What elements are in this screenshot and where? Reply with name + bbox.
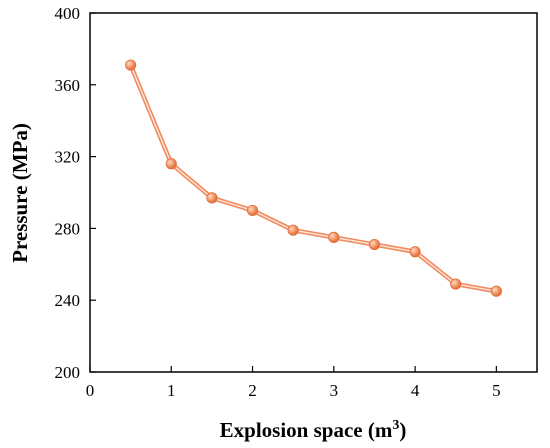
x-tick-label: 3 bbox=[330, 381, 339, 400]
y-tick-label: 240 bbox=[55, 291, 81, 310]
data-point bbox=[246, 204, 259, 217]
x-axis-title-close: ) bbox=[399, 418, 406, 442]
y-tick-label: 200 bbox=[55, 363, 81, 382]
data-point bbox=[287, 224, 299, 236]
data-point bbox=[328, 231, 340, 243]
y-tick-label: 400 bbox=[55, 4, 81, 23]
x-tick-label: 1 bbox=[167, 381, 176, 400]
x-tick-label: 0 bbox=[86, 381, 95, 400]
data-point bbox=[490, 285, 502, 297]
series-line-outer bbox=[128, 62, 499, 294]
x-axis-title-superscript: 3 bbox=[392, 418, 399, 433]
series-line-highlight bbox=[129, 64, 497, 292]
y-tick-label: 320 bbox=[55, 148, 81, 167]
series-layer bbox=[125, 59, 502, 297]
data-point bbox=[368, 238, 381, 251]
x-tick-label: 2 bbox=[248, 381, 257, 400]
data-point bbox=[165, 158, 177, 170]
data-point bbox=[450, 278, 462, 290]
data-point bbox=[409, 246, 421, 258]
x-tick-label: 4 bbox=[411, 381, 420, 400]
y-axis-title: Pressure (MPa) bbox=[8, 123, 32, 263]
y-tick-label: 280 bbox=[55, 219, 81, 238]
x-axis: 0 1 2 3 4 5 bbox=[86, 366, 501, 400]
y-tick-label: 360 bbox=[55, 76, 81, 95]
x-axis-title: Explosion space (m3) bbox=[220, 418, 407, 442]
y-axis: 200 240 280 320 360 400 bbox=[55, 4, 96, 382]
data-point bbox=[125, 59, 137, 71]
x-tick-label: 5 bbox=[492, 381, 501, 400]
data-point bbox=[206, 192, 218, 204]
plot-frame bbox=[89, 12, 538, 373]
